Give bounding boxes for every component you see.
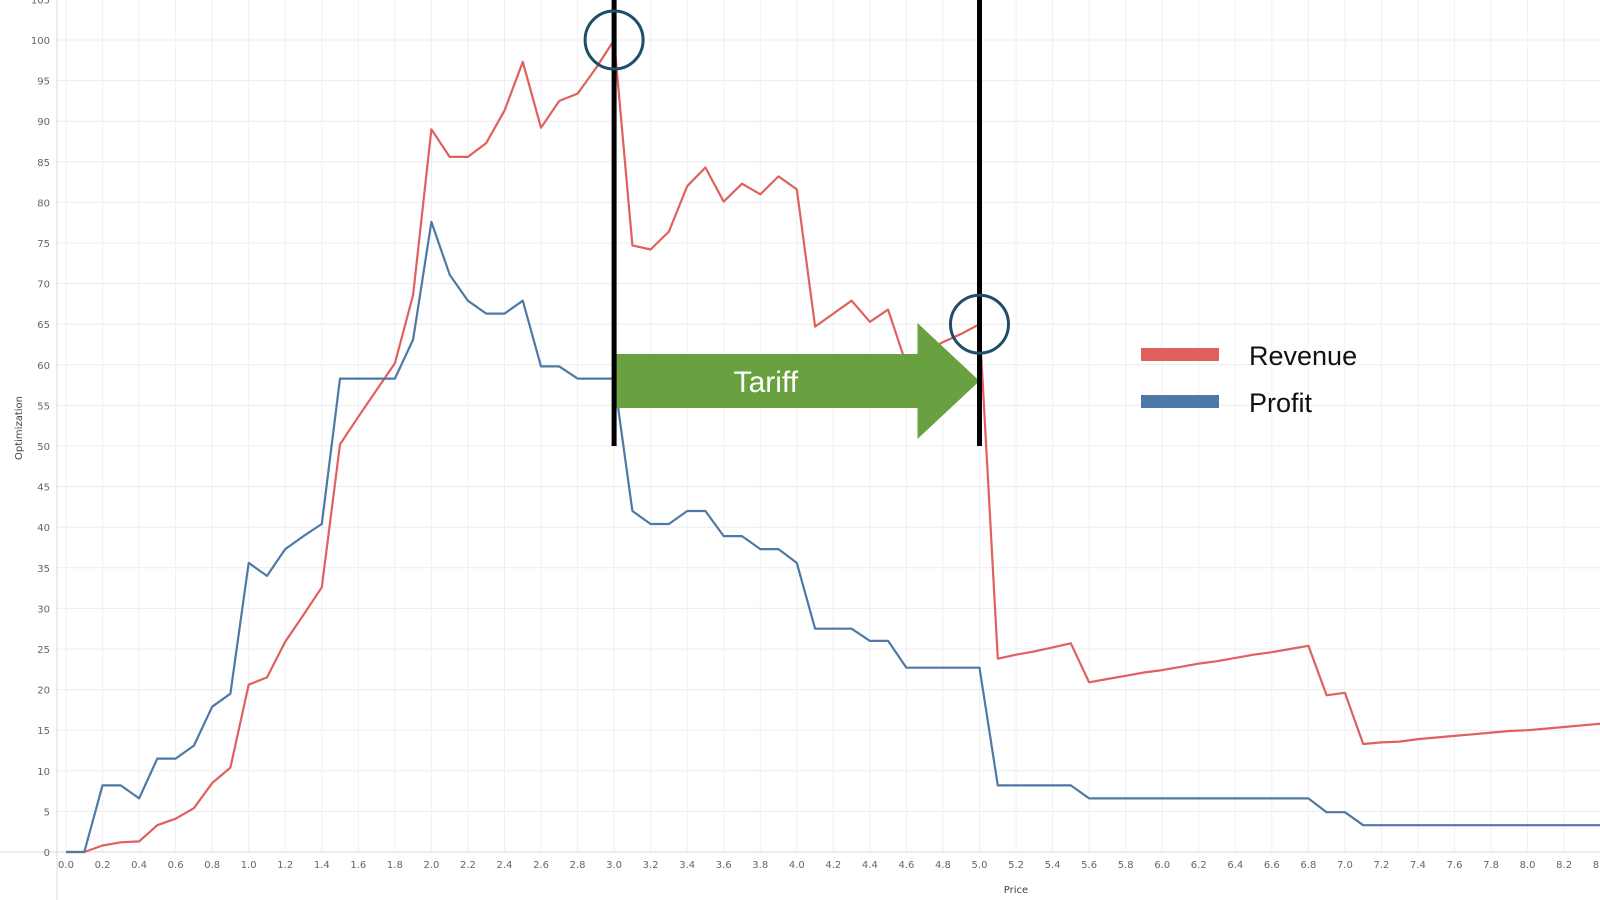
x-tick-label: 5.4 xyxy=(1045,860,1061,871)
y-tick-label: 35 xyxy=(37,564,50,575)
series-lines xyxy=(66,38,1600,854)
x-tick-label: 4.0 xyxy=(789,860,805,871)
y-tick-label: 55 xyxy=(37,401,50,412)
x-tick-label: 1.6 xyxy=(350,860,366,871)
tariff-arrow xyxy=(614,323,980,439)
legend: Revenue Profit xyxy=(1141,341,1357,418)
x-tick-label: 3.4 xyxy=(679,860,695,871)
series-line-revenue xyxy=(66,38,1600,854)
y-tick-label: 0 xyxy=(44,848,50,859)
y-axis-ticks: 0 5 10 15 20 25 30 35 40 45 50 55 60 65 70 75 80 85 90 95 10… xyxy=(31,0,50,859)
y-tick-label: 10 xyxy=(37,767,50,778)
y-tick-label: 90 xyxy=(37,117,50,128)
y-tick-label: 15 xyxy=(37,726,50,737)
x-tick-label: 4.4 xyxy=(862,860,878,871)
x-tick-label: 8.0 xyxy=(1520,860,1536,871)
x-tick-label: 1.4 xyxy=(314,860,330,871)
x-tick-label: 5.2 xyxy=(1008,860,1024,871)
x-tick-label: 0.6 xyxy=(168,860,184,871)
grid-lines xyxy=(57,0,1600,853)
y-tick-label: 60 xyxy=(37,361,50,372)
y-tick-label: 30 xyxy=(37,604,50,615)
x-tick-label: 7.8 xyxy=(1483,860,1499,871)
x-tick-label: 7.6 xyxy=(1447,860,1463,871)
y-tick-label: 25 xyxy=(37,645,50,656)
y-tick-label: 80 xyxy=(37,198,50,209)
legend-swatch-revenue xyxy=(1141,348,1219,361)
highlight-circle xyxy=(949,293,1010,355)
x-tick-label: 2.2 xyxy=(460,860,476,871)
x-tick-label: 2.4 xyxy=(497,860,513,871)
x-tick-label: 4.2 xyxy=(825,860,841,871)
x-tick-label: 3.6 xyxy=(716,860,732,871)
x-axis-title: Price xyxy=(1004,885,1028,896)
x-tick-label: 6.8 xyxy=(1300,860,1316,871)
x-tick-label: 6.6 xyxy=(1264,860,1280,871)
x-tick-label: 2.8 xyxy=(570,860,586,871)
legend-label-revenue: Revenue xyxy=(1249,341,1357,371)
x-tick-label: 8.2 xyxy=(1556,860,1572,871)
x-tick-label: 3.0 xyxy=(606,860,622,871)
y-tick-label: 85 xyxy=(37,158,50,169)
y-tick-label: 100 xyxy=(31,36,50,47)
x-tick-label: 7.0 xyxy=(1337,860,1353,871)
y-tick-label: 5 xyxy=(44,807,50,818)
x-tick-label: 0.0 xyxy=(58,860,74,871)
x-tick-label: 0.4 xyxy=(131,860,147,871)
x-tick-label: 3.8 xyxy=(752,860,768,871)
x-tick-label: 2.6 xyxy=(533,860,549,871)
x-tick-label: 1.8 xyxy=(387,860,403,871)
highlight-circle xyxy=(583,9,645,71)
x-tick-label: 7.2 xyxy=(1373,860,1389,871)
y-tick-label: 50 xyxy=(37,442,50,453)
x-tick-label: 6.4 xyxy=(1227,860,1243,871)
series-line-profit xyxy=(66,220,1600,854)
y-tick-label: 105 xyxy=(31,0,50,6)
x-tick-label: 2.0 xyxy=(423,860,439,871)
x-tick-label: 6.0 xyxy=(1154,860,1170,871)
y-tick-label: 95 xyxy=(37,77,50,88)
x-tick-label: 3.2 xyxy=(643,860,659,871)
x-tick-label: 4.8 xyxy=(935,860,951,871)
x-tick-label: 5.8 xyxy=(1118,860,1134,871)
y-tick-label: 65 xyxy=(37,320,50,331)
x-tick-label: 6.2 xyxy=(1191,860,1207,871)
x-tick-label: 0.2 xyxy=(95,860,111,871)
y-axis-title: Optimization xyxy=(14,396,25,460)
tariff-label: Tariff xyxy=(734,366,799,399)
x-tick-label: 8.4 xyxy=(1593,860,1600,871)
x-tick-label: 0.8 xyxy=(204,860,220,871)
x-tick-label: 1.2 xyxy=(277,860,293,871)
y-tick-label: 45 xyxy=(37,483,50,494)
x-tick-label: 5.6 xyxy=(1081,860,1097,871)
x-tick-label: 4.6 xyxy=(898,860,914,871)
y-tick-label: 75 xyxy=(37,239,50,250)
legend-swatch-profit xyxy=(1141,395,1219,408)
x-tick-label: 7.4 xyxy=(1410,860,1426,871)
x-tick-label: 1.0 xyxy=(241,860,257,871)
legend-label-profit: Profit xyxy=(1249,388,1313,418)
x-tick-label: 5.0 xyxy=(972,860,988,871)
x-axis-ticks: 0.0 0.2 0.4 0.6 0.8 1.0 1.2 1.4 1.6 1.8 2.0 2.2 2.4 2… xyxy=(58,860,1600,871)
y-tick-label: 70 xyxy=(37,280,50,291)
y-tick-label: 20 xyxy=(37,686,50,697)
annotations: Tariff xyxy=(583,0,1010,446)
y-tick-label: 40 xyxy=(37,523,50,534)
